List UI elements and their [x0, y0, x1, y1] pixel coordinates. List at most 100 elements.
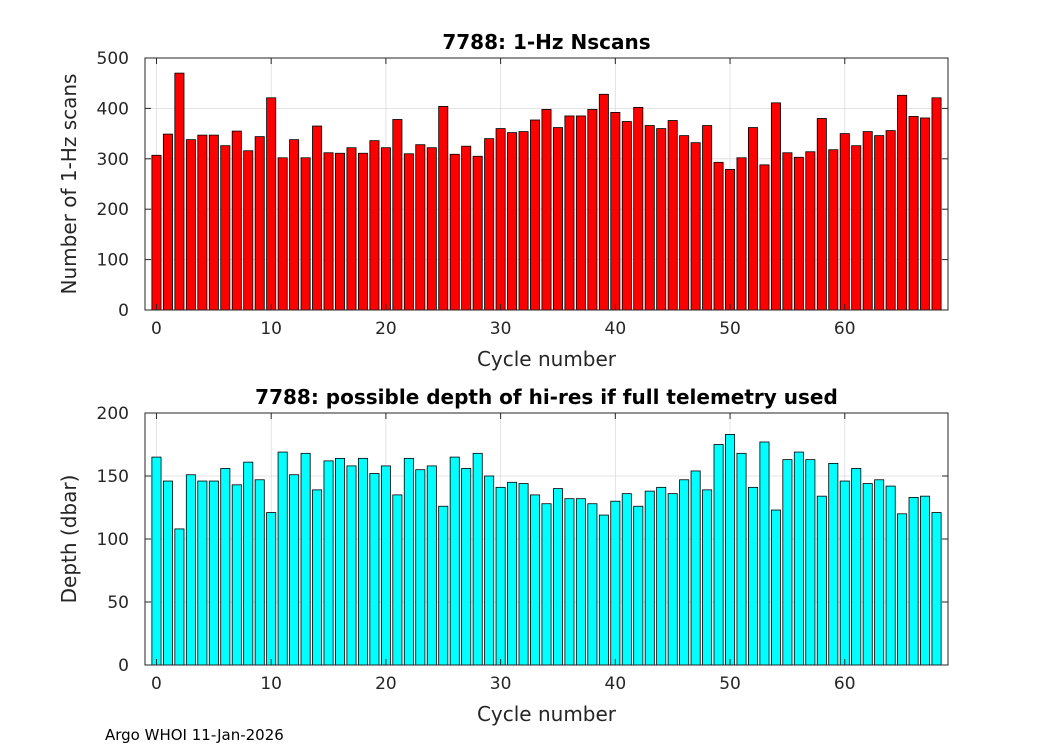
y-tick-label: 500: [97, 49, 129, 69]
bar: [621, 493, 632, 666]
bar: [472, 452, 483, 666]
bar: [587, 109, 598, 311]
bar: [851, 468, 862, 666]
bar: [713, 444, 724, 666]
bar: [461, 468, 472, 666]
x-tick-label: 40: [605, 674, 627, 694]
x-tick-label: 50: [719, 674, 741, 694]
bar: [736, 452, 747, 666]
bar: [518, 131, 529, 311]
bar: [690, 142, 701, 311]
bar: [610, 500, 621, 666]
bar: [908, 116, 919, 311]
bar: [346, 147, 357, 311]
bar: [438, 105, 449, 311]
x-tick-label: 10: [260, 319, 282, 339]
bar: [587, 503, 598, 666]
bar: [369, 473, 380, 666]
bar: [254, 136, 265, 311]
bar: [920, 495, 931, 666]
bar: [656, 128, 667, 311]
bar: [816, 118, 827, 311]
bar: [793, 156, 804, 311]
bar: [403, 153, 414, 311]
bar: [357, 457, 368, 666]
x-axis-label: Cycle number: [477, 702, 617, 726]
y-tick-label: 0: [118, 301, 129, 321]
bar: [759, 441, 770, 666]
bar: [357, 152, 368, 311]
y-axis-label: Number of 1-Hz scans: [57, 74, 81, 295]
x-tick-label: 30: [490, 319, 512, 339]
bar: [541, 109, 552, 311]
bar: [312, 489, 323, 666]
bar: [851, 145, 862, 311]
bar: [908, 497, 919, 666]
bar: [380, 465, 391, 666]
chart-title: 7788: 1-Hz Nscans: [442, 30, 650, 54]
bar: [472, 155, 483, 311]
bar: [461, 145, 472, 311]
bar: [151, 456, 162, 666]
bar: [449, 153, 460, 311]
x-tick-label: 30: [490, 674, 512, 694]
bar: [507, 481, 518, 666]
bar: [862, 131, 873, 311]
bar: [885, 485, 896, 666]
bar: [415, 144, 426, 311]
bar: [862, 483, 873, 666]
bar: [403, 457, 414, 666]
bar: [323, 152, 334, 311]
bar: [518, 483, 529, 666]
y-tick-label: 200: [97, 200, 129, 220]
bar: [231, 130, 242, 311]
bar: [897, 94, 908, 311]
bar: [335, 457, 346, 666]
bar: [633, 505, 644, 666]
bar: [530, 119, 541, 311]
bar: [254, 479, 265, 666]
x-tick-label: 40: [605, 319, 627, 339]
bar: [633, 106, 644, 311]
bar: [575, 498, 586, 666]
y-tick-label: 400: [97, 99, 129, 119]
x-tick-label: 20: [375, 319, 397, 339]
bar: [438, 505, 449, 666]
bar: [621, 121, 632, 311]
bar: [426, 147, 437, 311]
bar: [747, 486, 758, 666]
depth-panel: 0 10 20 30 40 50 60 0 50 100 150 200 7788: possible …: [57, 385, 949, 726]
x-tick-label: 10: [260, 674, 282, 694]
bar: [197, 134, 208, 311]
bar: [312, 125, 323, 311]
bar: [266, 97, 277, 311]
bar: [162, 480, 173, 666]
bar: [828, 462, 839, 666]
bar: [770, 102, 781, 311]
bar: [231, 484, 242, 666]
bar: [484, 138, 495, 311]
bar: [598, 514, 609, 666]
bar: [702, 489, 713, 666]
y-tick-label: 150: [97, 467, 129, 487]
bar: [208, 480, 219, 666]
bar: [874, 479, 885, 666]
bar: [289, 474, 300, 666]
bar: [530, 494, 541, 666]
bar: [667, 120, 678, 311]
chart-title: 7788: possible depth of hi-res if full t…: [255, 385, 838, 409]
bar: [885, 130, 896, 311]
x-tick-label: 0: [151, 319, 162, 339]
bar: [162, 133, 173, 311]
bar: [667, 493, 678, 666]
bar: [208, 134, 219, 311]
footer-credit: Argo WHOI 11-Jan-2026: [105, 726, 284, 744]
nscans-panel: 0 10 20 30 40 50 60 0 100 200 300 400 500 7788: 1-Hz …: [57, 30, 949, 371]
bar: [793, 451, 804, 666]
bar: [874, 135, 885, 311]
bar: [656, 486, 667, 666]
bar: [185, 474, 196, 666]
bar: [449, 456, 460, 666]
bar: [598, 93, 609, 311]
